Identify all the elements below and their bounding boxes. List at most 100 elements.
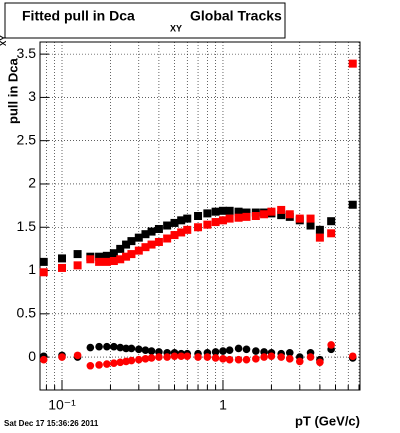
marker — [134, 233, 143, 242]
chart-title-suffix: Global Tracks — [190, 8, 282, 24]
marker — [177, 216, 186, 225]
y-axis-label: pull in Dca — [5, 58, 20, 125]
marker — [267, 352, 276, 361]
marker — [163, 353, 171, 361]
marker — [183, 352, 192, 361]
marker — [39, 268, 48, 277]
marker — [211, 348, 220, 356]
marker — [295, 357, 304, 366]
marker — [327, 217, 336, 226]
marker — [242, 355, 251, 364]
marker — [127, 250, 136, 259]
marker — [183, 214, 192, 223]
y-tick-label: 1 — [28, 261, 36, 277]
y-tick-label: 3.5 — [17, 45, 37, 61]
marker — [122, 240, 131, 249]
title-box — [4, 2, 286, 39]
marker — [267, 207, 276, 216]
marker — [260, 348, 268, 356]
marker — [58, 263, 67, 272]
y-tick-label: 0 — [28, 348, 36, 364]
marker — [141, 346, 150, 354]
marker — [95, 252, 104, 261]
marker — [86, 361, 95, 370]
timestamp: Sat Dec 17 15:36:26 2011 — [4, 419, 99, 428]
marker — [95, 257, 104, 266]
marker — [127, 344, 136, 353]
marker — [203, 220, 212, 229]
marker — [73, 351, 82, 360]
marker — [110, 342, 118, 351]
marker — [147, 347, 156, 355]
marker — [251, 212, 260, 220]
marker — [95, 361, 103, 369]
marker — [316, 358, 324, 367]
y-tick-label: 2 — [28, 175, 36, 191]
marker — [103, 360, 111, 368]
marker — [225, 214, 234, 223]
marker — [116, 244, 125, 253]
marker — [135, 345, 143, 354]
marker — [327, 341, 335, 349]
marker — [315, 225, 324, 234]
marker — [234, 213, 243, 222]
marker — [225, 206, 234, 215]
marker — [58, 353, 66, 361]
marker — [211, 354, 220, 362]
marker — [58, 254, 67, 263]
y-tick-label: 0.5 — [17, 305, 37, 321]
marker — [348, 59, 357, 68]
marker — [170, 231, 179, 240]
x-tick-label: 10⁻¹ — [48, 397, 76, 413]
marker — [147, 227, 156, 236]
marker — [163, 234, 172, 243]
marker — [141, 355, 150, 363]
chart-title: Fitted pull in Dca — [22, 8, 135, 24]
marker — [177, 352, 185, 361]
marker — [103, 342, 111, 351]
marker — [277, 353, 285, 361]
marker — [234, 355, 243, 364]
marker — [285, 348, 294, 357]
marker — [225, 355, 234, 364]
marker — [295, 214, 304, 223]
marker — [102, 251, 111, 260]
chart-title-subscript: XY — [170, 23, 182, 33]
marker — [203, 353, 212, 361]
marker — [242, 345, 251, 354]
marker — [110, 359, 118, 367]
y-tick-label: 3 — [28, 88, 36, 104]
marker — [155, 353, 163, 361]
marker — [348, 352, 357, 361]
marker — [218, 206, 227, 215]
marker — [147, 354, 156, 362]
marker — [122, 344, 130, 353]
marker — [242, 212, 251, 221]
marker — [306, 221, 315, 230]
marker — [277, 211, 286, 220]
marker — [109, 249, 118, 258]
marker — [348, 200, 357, 209]
marker — [127, 237, 136, 246]
marker — [211, 218, 220, 227]
marker — [154, 237, 163, 246]
y-tick-label: 1.5 — [17, 218, 37, 234]
marker — [134, 246, 143, 255]
marker — [116, 255, 125, 264]
marker — [203, 209, 212, 218]
marker — [285, 355, 294, 363]
marker — [73, 261, 82, 270]
marker — [122, 252, 131, 261]
marker — [177, 228, 186, 237]
marker — [218, 216, 227, 225]
marker — [163, 221, 172, 230]
marker — [219, 355, 227, 363]
marker — [194, 223, 203, 232]
marker — [252, 355, 260, 363]
marker — [147, 240, 156, 249]
x-tick-label: 1 — [219, 397, 227, 413]
marker — [234, 207, 243, 216]
y-tick-label: 2.5 — [17, 131, 37, 147]
y-axis-label-subscript: XY — [0, 35, 8, 46]
